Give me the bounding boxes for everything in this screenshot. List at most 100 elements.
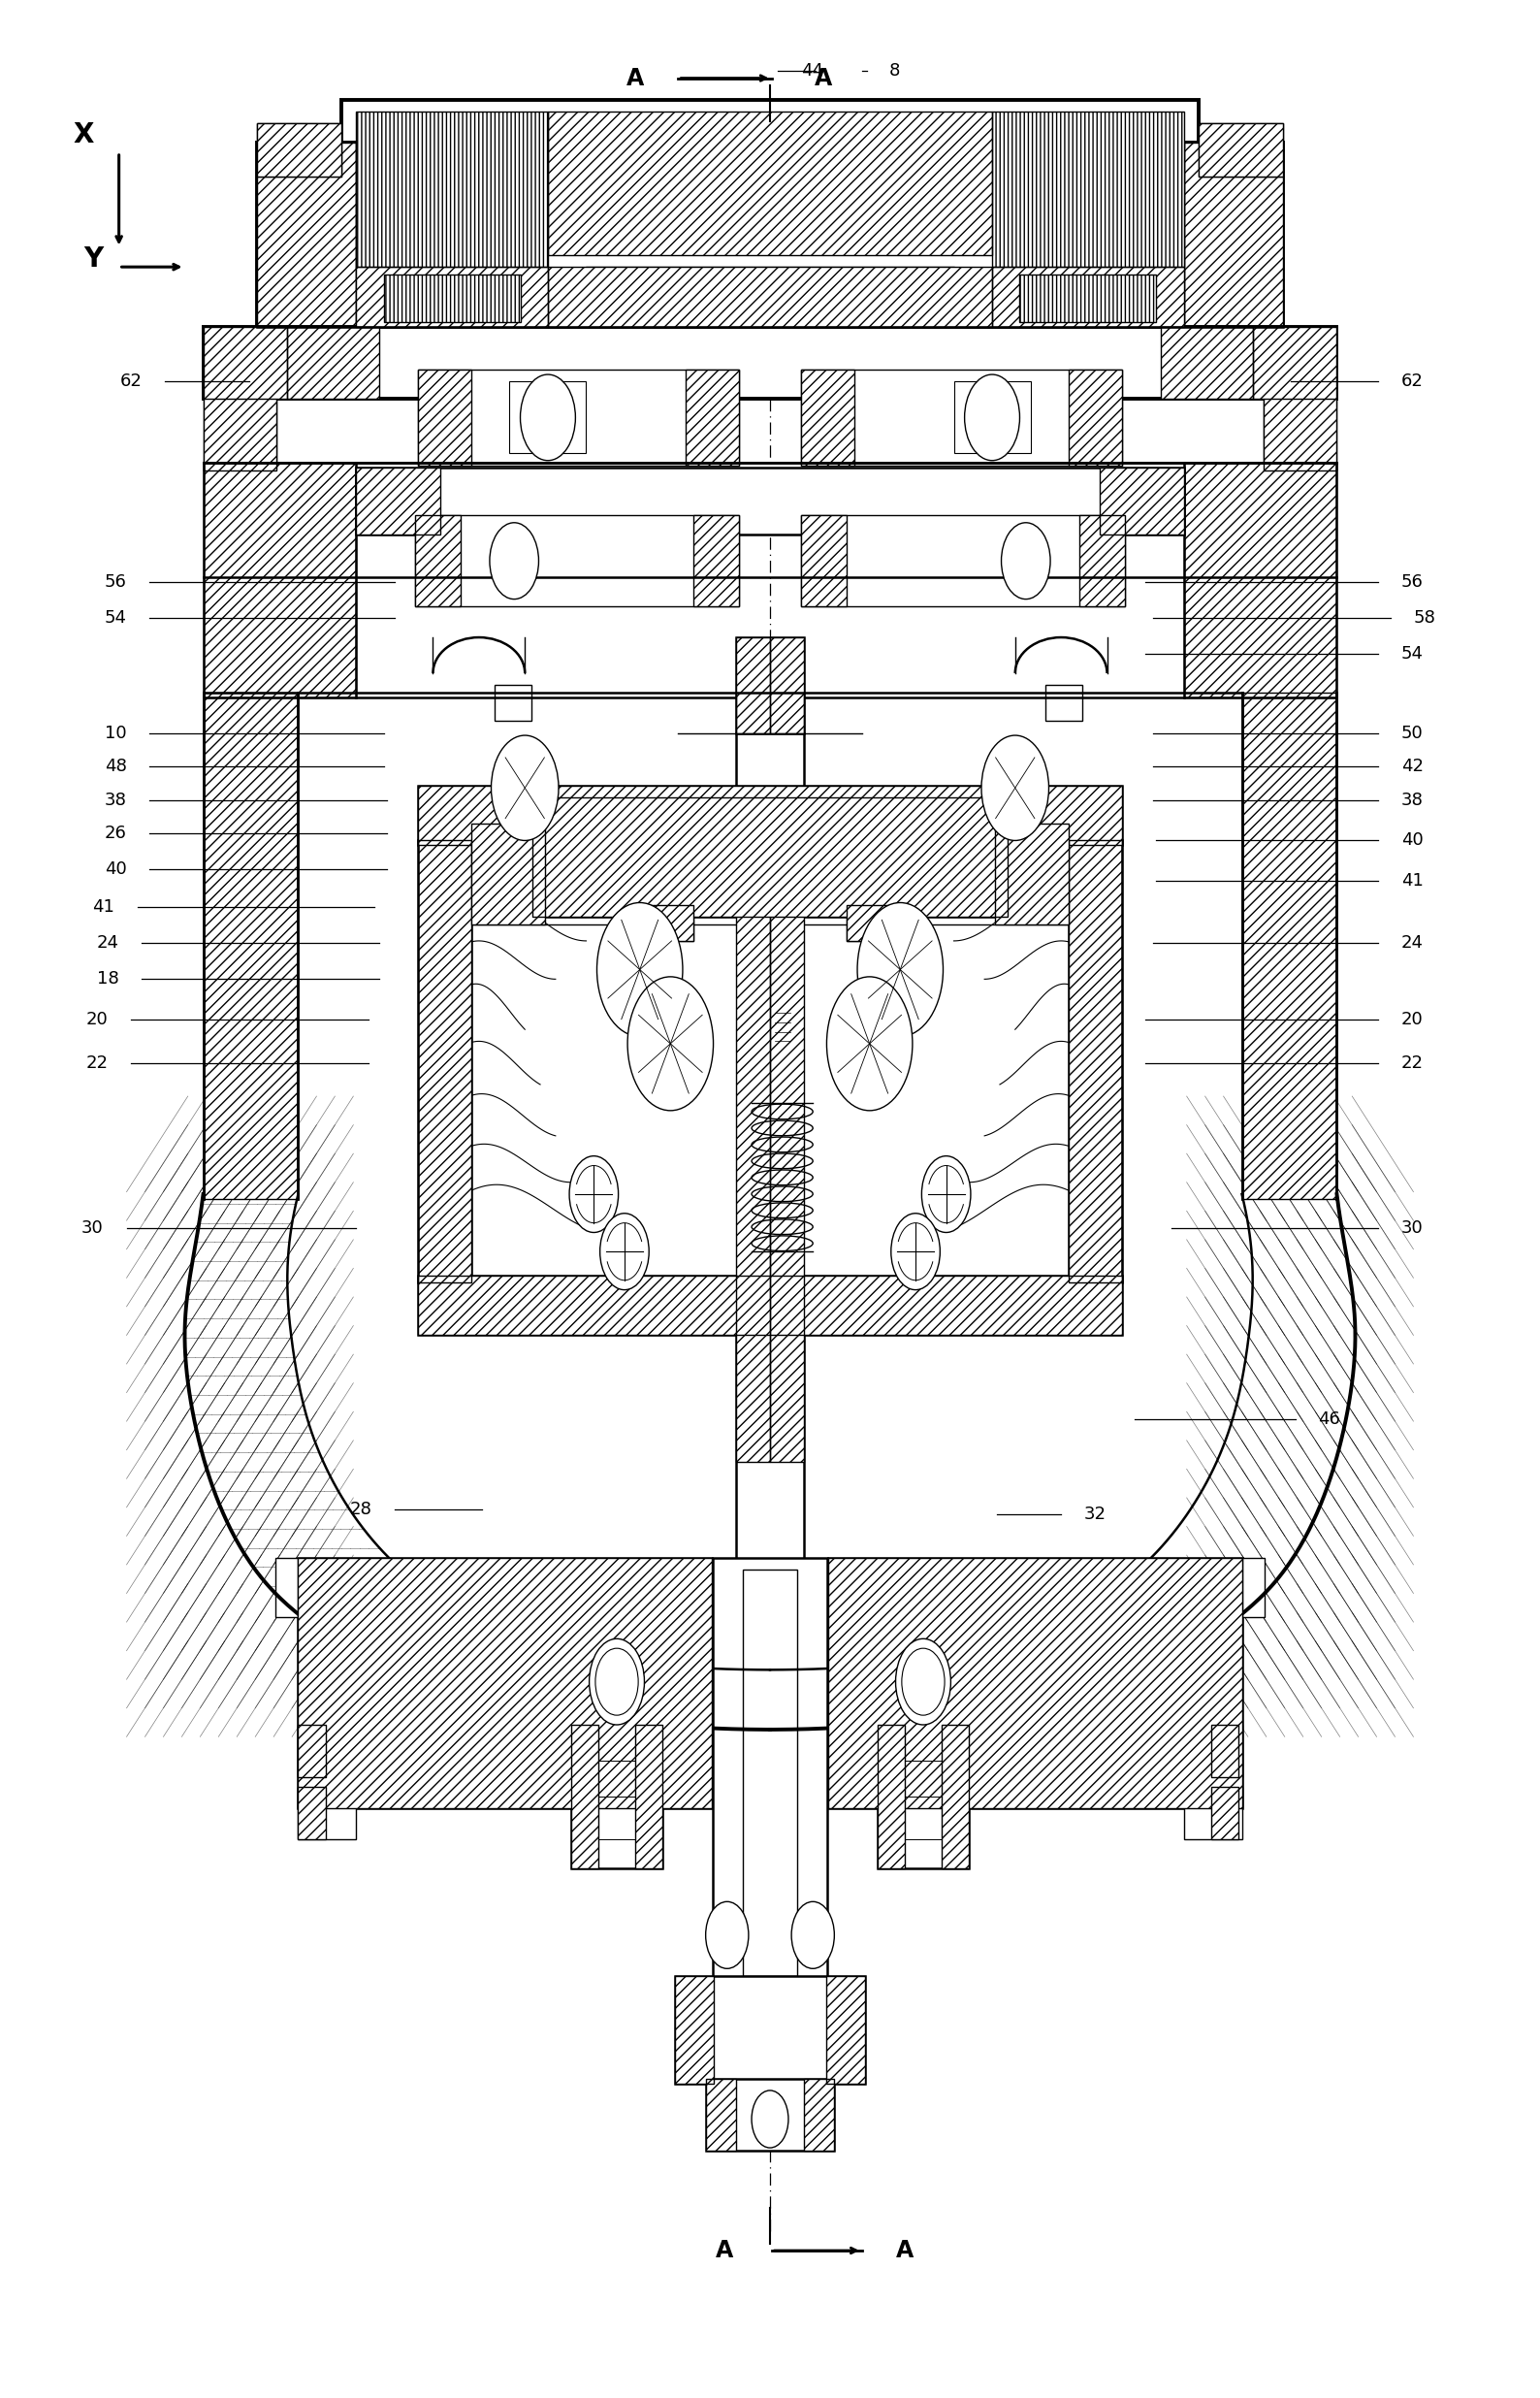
Bar xyxy=(257,125,340,175)
Bar xyxy=(548,113,992,254)
Bar xyxy=(801,369,1123,465)
Bar xyxy=(1019,273,1157,321)
Bar xyxy=(767,1043,798,1103)
Bar xyxy=(533,799,1007,916)
Bar xyxy=(736,638,770,734)
Text: 56: 56 xyxy=(1401,573,1423,592)
Text: Y: Y xyxy=(83,245,103,273)
Bar xyxy=(675,1976,865,2084)
Bar xyxy=(1019,273,1157,321)
Text: 20: 20 xyxy=(1401,1012,1423,1029)
Text: 50: 50 xyxy=(1401,724,1423,741)
Bar xyxy=(299,1556,711,1808)
Bar xyxy=(770,1252,795,1324)
Bar xyxy=(414,516,460,607)
Bar xyxy=(647,904,693,940)
Text: 54: 54 xyxy=(1401,645,1423,662)
Bar xyxy=(299,1724,326,1777)
Bar xyxy=(203,326,277,470)
Bar xyxy=(1080,516,1126,607)
Text: 24: 24 xyxy=(1401,935,1423,952)
Bar xyxy=(299,1724,326,1777)
Bar xyxy=(878,1724,906,1868)
Bar xyxy=(1252,326,1337,398)
Text: 48: 48 xyxy=(105,758,126,775)
Bar xyxy=(340,101,1200,141)
Bar xyxy=(1200,125,1283,175)
Text: 46: 46 xyxy=(1318,1410,1341,1427)
Bar xyxy=(685,369,739,465)
Bar xyxy=(693,516,739,607)
Text: 38: 38 xyxy=(105,791,126,808)
Bar xyxy=(1069,369,1123,465)
Text: A: A xyxy=(896,2240,913,2261)
Circle shape xyxy=(601,1213,648,1290)
Bar xyxy=(804,2079,835,2151)
Text: 30: 30 xyxy=(82,1218,103,1237)
Text: 30: 30 xyxy=(1401,1218,1423,1237)
Bar xyxy=(878,1724,969,1868)
Bar xyxy=(801,369,855,465)
Bar xyxy=(417,842,471,1283)
Bar xyxy=(257,125,340,175)
Text: 44: 44 xyxy=(801,62,822,79)
Circle shape xyxy=(752,2091,788,2149)
Bar xyxy=(736,638,770,734)
Bar xyxy=(471,818,1069,1307)
Bar xyxy=(847,1585,1223,1779)
Bar xyxy=(736,851,770,1463)
Text: 28: 28 xyxy=(350,1501,371,1518)
Bar xyxy=(675,1976,713,2084)
Circle shape xyxy=(921,1156,970,1233)
Bar xyxy=(417,1276,1123,1336)
Bar xyxy=(288,326,379,398)
Text: 32: 32 xyxy=(1084,1506,1106,1523)
Bar xyxy=(1241,1556,1264,1616)
Text: A: A xyxy=(815,67,833,89)
Bar xyxy=(675,1976,713,2084)
Bar xyxy=(804,2079,835,2151)
Bar xyxy=(1263,326,1337,470)
Text: 22: 22 xyxy=(86,1055,108,1072)
Bar xyxy=(299,1787,326,1839)
Bar xyxy=(417,1276,1123,1336)
Bar xyxy=(1069,369,1123,465)
Bar xyxy=(770,638,804,734)
Bar xyxy=(1210,1724,1238,1777)
Text: 10: 10 xyxy=(105,724,126,741)
Bar xyxy=(705,2079,736,2151)
Bar xyxy=(1069,842,1123,1283)
Bar xyxy=(827,1976,865,2084)
Bar xyxy=(356,468,440,535)
Circle shape xyxy=(598,902,682,1036)
Bar xyxy=(203,463,356,698)
Bar xyxy=(299,1556,711,1808)
Bar xyxy=(801,516,847,607)
Bar xyxy=(1080,516,1126,607)
Bar xyxy=(356,113,548,266)
Bar xyxy=(471,825,545,923)
Bar xyxy=(941,1724,969,1868)
Bar xyxy=(878,1724,906,1868)
Bar xyxy=(356,266,548,326)
Bar xyxy=(417,787,1123,844)
Bar xyxy=(276,1556,299,1616)
Bar xyxy=(992,266,1184,326)
Bar xyxy=(571,1724,599,1868)
Bar xyxy=(288,326,379,398)
Bar xyxy=(203,326,277,470)
Bar xyxy=(257,141,1283,326)
Bar xyxy=(203,693,299,1199)
Bar xyxy=(829,1556,1241,1808)
Bar xyxy=(383,273,521,321)
Circle shape xyxy=(590,1638,644,1724)
Bar xyxy=(992,113,1184,266)
Circle shape xyxy=(570,1156,619,1233)
Text: 62: 62 xyxy=(1401,374,1423,391)
Bar xyxy=(770,851,804,1463)
Bar xyxy=(992,266,1184,326)
Bar xyxy=(1241,693,1337,1199)
Bar xyxy=(705,2079,736,2151)
Text: 54: 54 xyxy=(105,609,126,626)
Bar xyxy=(1100,468,1184,535)
